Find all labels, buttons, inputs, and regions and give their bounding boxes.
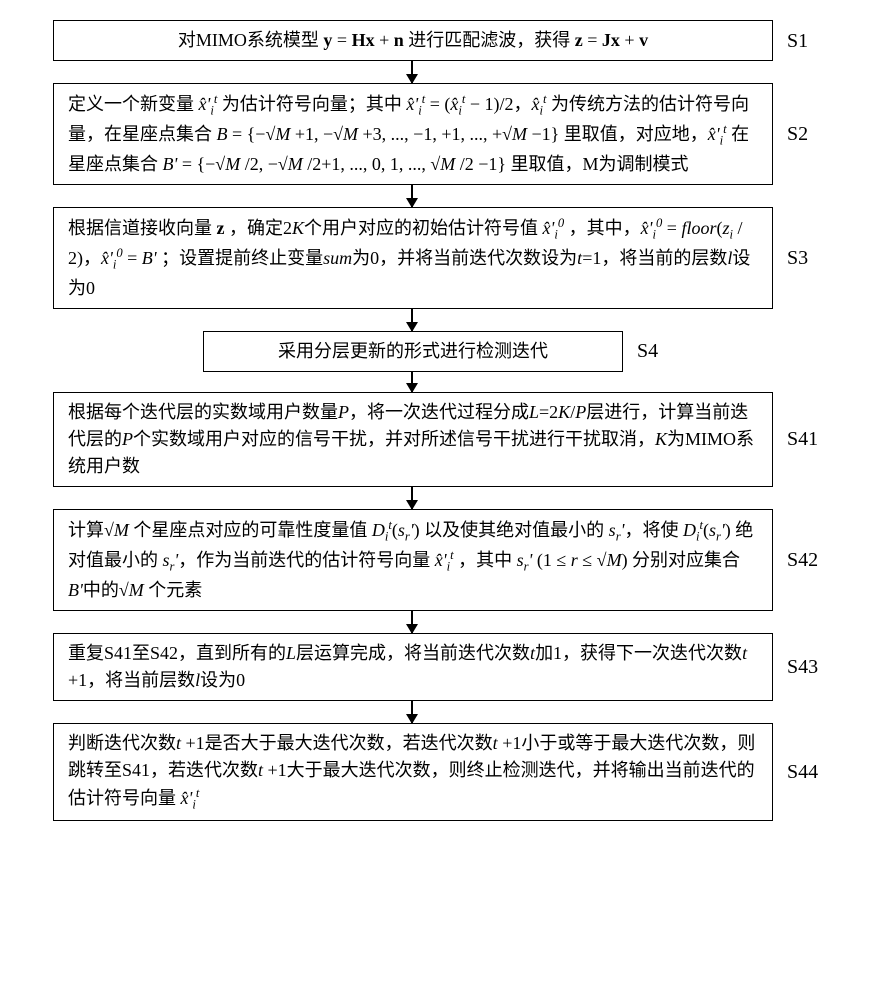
step-label: S2 [787,119,827,149]
flowchart-row: 定义一个新变量 x̂'it 为估计符号向量；其中 x̂'it = (x̂it −… [30,83,850,185]
flowchart-step-s2: 定义一个新变量 x̂'it 为估计符号向量；其中 x̂'it = (x̂it −… [53,83,773,185]
flowchart-row: 对MIMO系统模型 y = Hx + n 进行匹配滤波，获得 z = Jx + … [30,20,850,61]
step-label: S4 [637,336,677,366]
flowchart-row: 重复S41至S42，直到所有的L层运算完成，将当前迭代次数t加1，获得下一次迭代… [30,633,850,701]
flowchart-row: 判断迭代次数t +1是否大于最大迭代次数，若迭代次数t +1小于或等于最大迭代次… [30,723,850,821]
flow-arrow [411,611,413,633]
flow-arrow [411,487,413,509]
flowchart-row: 根据信道接收向量 z ，确定2K个用户对应的初始估计符号值 x̂'i0 ，其中，… [30,207,850,309]
step-label: S43 [787,652,827,682]
flowchart-row: 根据每个迭代层的实数域用户数量P，将一次迭代过程分成L=2K/P层进行，计算当前… [30,392,850,487]
flowchart-step-s4: 采用分层更新的形式进行检测迭代 [203,331,623,372]
flowchart-step-s41: 根据每个迭代层的实数域用户数量P，将一次迭代过程分成L=2K/P层进行，计算当前… [53,392,773,487]
step-label: S42 [787,545,827,575]
step-label: S44 [787,757,827,787]
flow-arrow [411,61,413,83]
flow-arrow [411,185,413,207]
flowchart-step-s44: 判断迭代次数t +1是否大于最大迭代次数，若迭代次数t +1小于或等于最大迭代次… [53,723,773,821]
flowchart-step-s42: 计算√M 个星座点对应的可靠性度量值 Dit(sr') 以及使其绝对值最小的 s… [53,509,773,611]
flow-arrow [411,701,413,723]
step-label: S1 [787,26,827,56]
flowchart-step-s3: 根据信道接收向量 z ，确定2K个用户对应的初始估计符号值 x̂'i0 ，其中，… [53,207,773,309]
flowchart-step-s43: 重复S41至S42，直到所有的L层运算完成，将当前迭代次数t加1，获得下一次迭代… [53,633,773,701]
flowchart-step-s1: 对MIMO系统模型 y = Hx + n 进行匹配滤波，获得 z = Jx + … [53,20,773,61]
flow-arrow [411,309,413,331]
step-label: S3 [787,243,827,273]
algorithm-flowchart: 对MIMO系统模型 y = Hx + n 进行匹配滤波，获得 z = Jx + … [30,20,850,821]
flow-arrow [411,372,413,392]
flowchart-row: 计算√M 个星座点对应的可靠性度量值 Dit(sr') 以及使其绝对值最小的 s… [30,509,850,611]
flowchart-row: 采用分层更新的形式进行检测迭代 S4 [30,331,850,372]
step-label: S41 [787,424,827,454]
